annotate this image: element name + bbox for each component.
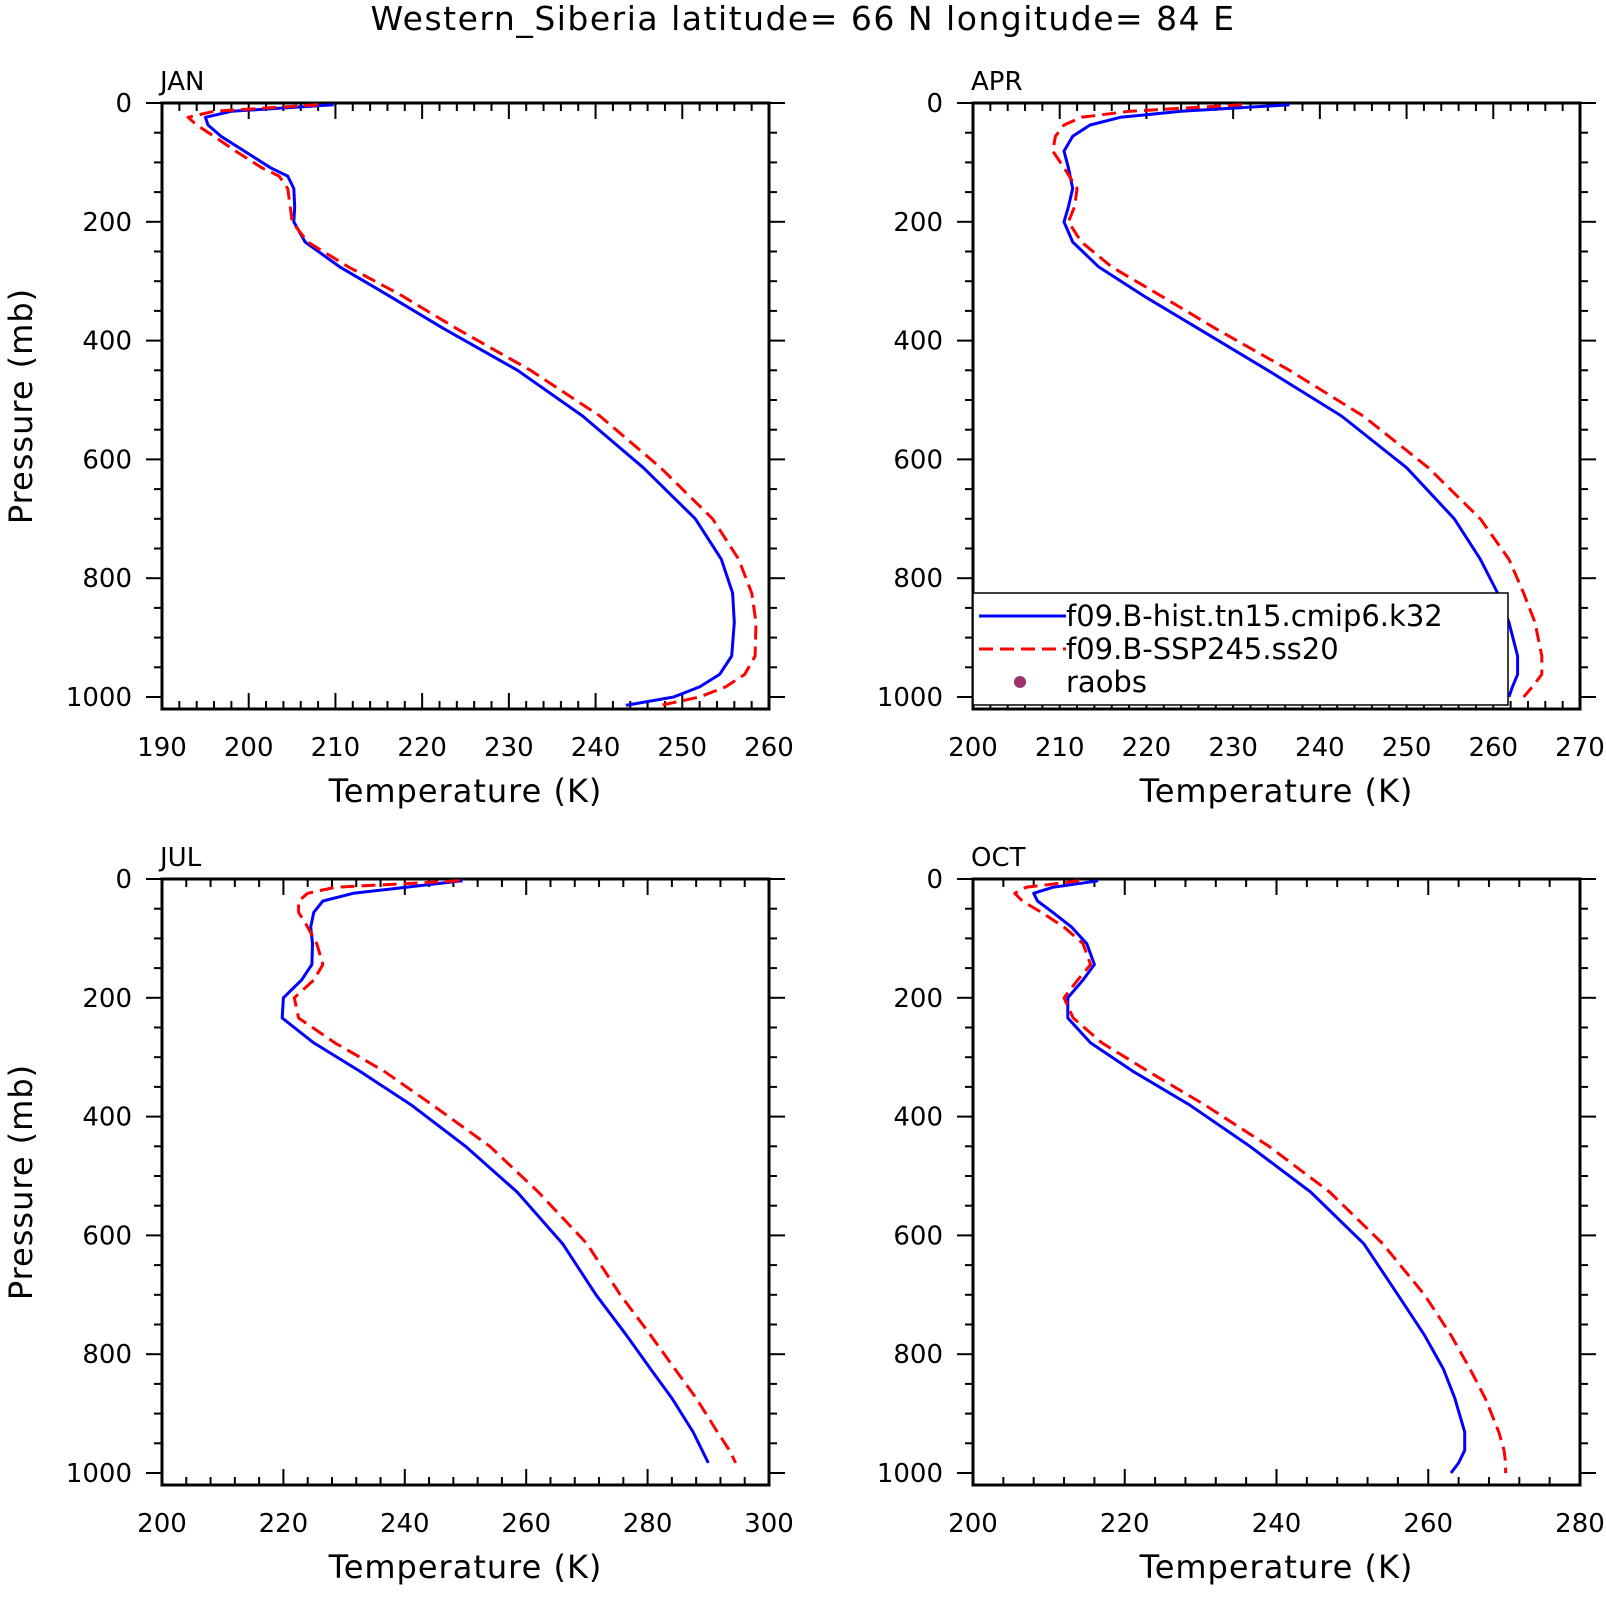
y-tick-label: 400 bbox=[82, 1103, 132, 1133]
x-tick-label: 200 bbox=[137, 1509, 187, 1539]
x-tick-label: 240 bbox=[380, 1509, 430, 1539]
y-tick-label: 200 bbox=[82, 984, 132, 1014]
series-line-ssp245 bbox=[186, 103, 758, 707]
x-tick-label: 210 bbox=[311, 733, 361, 763]
series-line-ssp245 bbox=[1013, 879, 1508, 1473]
series-line-hist bbox=[1062, 103, 1520, 698]
x-tick-label: 250 bbox=[1382, 733, 1432, 763]
y-tick-label: 1000 bbox=[877, 683, 943, 713]
x-tick-label: 230 bbox=[1208, 733, 1258, 763]
x-tick-label: 250 bbox=[657, 733, 707, 763]
y-tick-label: 0 bbox=[926, 89, 943, 119]
x-tick-label: 260 bbox=[501, 1509, 551, 1539]
y-tick-label: 0 bbox=[926, 865, 943, 895]
legend-box bbox=[972, 592, 1509, 706]
plot-frame bbox=[160, 101, 771, 711]
y-tick-label: 400 bbox=[893, 1103, 943, 1133]
x-tick-label: 260 bbox=[1403, 1509, 1453, 1539]
x-tick-label: 230 bbox=[484, 733, 534, 763]
y-tick-label: 800 bbox=[82, 1340, 132, 1370]
legend-marker-raobs bbox=[1014, 676, 1026, 688]
y-tick-label: 800 bbox=[893, 564, 943, 594]
x-tick-label: 210 bbox=[1035, 733, 1085, 763]
y-tick-label: 200 bbox=[893, 984, 943, 1014]
series-line-hist bbox=[1032, 879, 1467, 1474]
plot-frame bbox=[971, 101, 1582, 711]
y-tick-label: 1000 bbox=[877, 1459, 943, 1489]
series-line-ssp245 bbox=[292, 879, 737, 1464]
panels: 190 200 210 220 230 240 250 260 0 200 400 600 800 100… bbox=[2, 67, 1605, 1586]
series-line-hist bbox=[280, 879, 710, 1464]
x-tick-label: 240 bbox=[1252, 1509, 1302, 1539]
y-axis-label: Pressure (mb) bbox=[2, 288, 40, 524]
x-tick-label: 200 bbox=[948, 1509, 998, 1539]
panel-oct: 200 220 240 260 280 0 200 400 600 800 1000 Temperat… bbox=[877, 843, 1605, 1586]
x-tick-label: 200 bbox=[948, 733, 998, 763]
x-tick-label: 220 bbox=[397, 733, 447, 763]
y-tick-label: 800 bbox=[893, 1340, 943, 1370]
x-tick-label: 270 bbox=[1555, 733, 1605, 763]
x-tick-label: 280 bbox=[1555, 1509, 1605, 1539]
y-tick-label: 400 bbox=[893, 327, 943, 357]
y-tick-label: 600 bbox=[82, 1221, 132, 1251]
y-tick-label: 1000 bbox=[66, 1459, 132, 1489]
series-line-hist bbox=[203, 103, 736, 707]
x-axis-label: Temperature (K) bbox=[1139, 772, 1414, 810]
y-axis-label: Pressure (mb) bbox=[2, 1064, 40, 1300]
y-tick-label: 600 bbox=[82, 445, 132, 475]
y-tick-label: 600 bbox=[893, 1221, 943, 1251]
x-tick-label: 220 bbox=[1122, 733, 1172, 763]
y-tick-label: 0 bbox=[115, 89, 132, 119]
legend: f09.B-hist.tn15.cmip6.k32f09.B-SSP245.ss… bbox=[972, 592, 1509, 706]
x-axis-label: Temperature (K) bbox=[328, 772, 603, 810]
panel-label: JAN bbox=[158, 67, 204, 97]
x-axis-label: Temperature (K) bbox=[1139, 1548, 1414, 1586]
x-tick-label: 260 bbox=[1468, 733, 1518, 763]
x-tick-label: 200 bbox=[224, 733, 274, 763]
x-tick-label: 280 bbox=[623, 1509, 673, 1539]
y-tick-label: 200 bbox=[893, 208, 943, 238]
y-tick-label: 0 bbox=[115, 865, 132, 895]
panel-jan: 190 200 210 220 230 240 250 260 0 200 400 600 800 100… bbox=[2, 67, 794, 810]
x-tick-label: 220 bbox=[1100, 1509, 1150, 1539]
x-axis-label: Temperature (K) bbox=[328, 1548, 603, 1586]
legend-label: f09.B-hist.tn15.cmip6.k32 bbox=[1066, 599, 1443, 633]
y-tick-label: 800 bbox=[82, 564, 132, 594]
x-tick-label: 240 bbox=[1295, 733, 1345, 763]
panel-label: JUL bbox=[158, 843, 202, 873]
y-tick-label: 200 bbox=[82, 208, 132, 238]
plot-frame bbox=[160, 877, 771, 1487]
series-line-ssp245 bbox=[1051, 103, 1544, 698]
y-tick-label: 600 bbox=[893, 445, 943, 475]
figure-title: Western_Siberia latitude= 66 N longitude… bbox=[370, 0, 1235, 38]
x-tick-label: 260 bbox=[744, 733, 794, 763]
x-tick-label: 240 bbox=[571, 733, 621, 763]
x-tick-label: 220 bbox=[259, 1509, 309, 1539]
legend-label: f09.B-SSP245.ss20 bbox=[1066, 632, 1339, 666]
plot-frame bbox=[971, 877, 1582, 1487]
x-tick-label: 190 bbox=[137, 733, 187, 763]
x-tick-label: 300 bbox=[744, 1509, 794, 1539]
panel-label: APR bbox=[971, 67, 1023, 97]
legend-label: raobs bbox=[1066, 665, 1147, 699]
panel-label: OCT bbox=[971, 843, 1026, 873]
y-tick-label: 400 bbox=[82, 327, 132, 357]
y-tick-label: 1000 bbox=[66, 683, 132, 713]
panel-jul: 200 220 240 260 280 300 0 200 400 600 800 1000 Tempe… bbox=[2, 843, 794, 1586]
